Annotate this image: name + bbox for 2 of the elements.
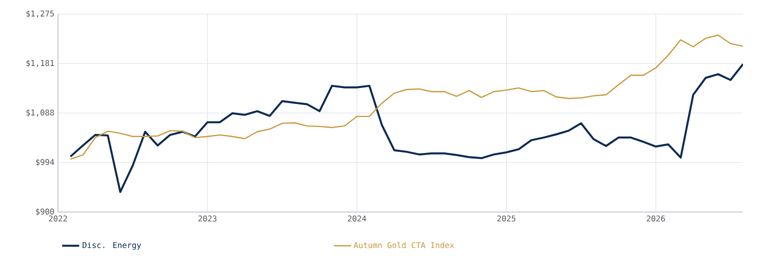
line-series bbox=[69, 63, 744, 193]
line-series bbox=[70, 34, 744, 160]
